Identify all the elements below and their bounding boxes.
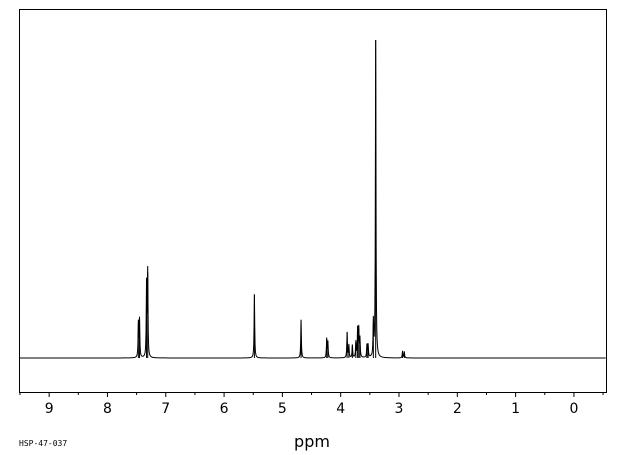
x-axis-tick-labels: 9 8 7 6 5 4 3 2 1 0 <box>45 401 579 417</box>
sample-code-label: HSP-47-037 <box>19 439 67 448</box>
x-axis-ticks <box>19 392 604 397</box>
x-tick-label: 7 <box>161 401 170 417</box>
x-tick-label: 8 <box>103 401 112 417</box>
x-tick-label: 2 <box>453 401 462 417</box>
x-tick-label: 1 <box>511 401 520 417</box>
x-tick-label: 5 <box>278 401 287 417</box>
x-tick-label: 0 <box>569 401 578 417</box>
plot-frame <box>19 9 607 393</box>
x-tick-label: 4 <box>336 401 345 417</box>
x-axis-title: ppm <box>294 432 330 451</box>
spectrum-line <box>20 39 606 359</box>
x-tick-label: 9 <box>45 401 54 417</box>
x-tick-label: 6 <box>220 401 229 417</box>
x-tick-label: 3 <box>395 401 404 417</box>
